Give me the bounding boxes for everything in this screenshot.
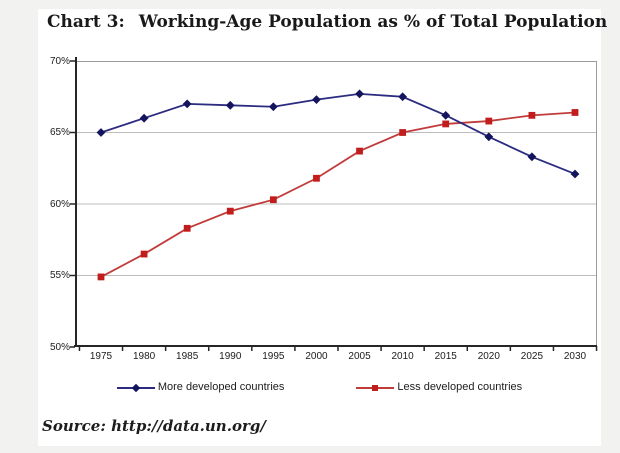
data-point-square bbox=[269, 196, 277, 204]
data-point-square bbox=[442, 120, 450, 128]
legend-marker-square-icon bbox=[356, 383, 395, 392]
series-line-1 bbox=[100, 111, 576, 278]
x-axis-label: 2020 bbox=[477, 351, 500, 362]
chart-title-text: Working-Age Population as % of Total Pop… bbox=[138, 12, 608, 32]
data-point-square bbox=[399, 129, 407, 136]
x-axis-label: 2025 bbox=[520, 351, 544, 362]
y-axis-label: 60% bbox=[49, 198, 70, 210]
data-point-diamond bbox=[355, 89, 364, 99]
data-point-square bbox=[485, 117, 493, 125]
data-point-square bbox=[528, 111, 536, 119]
y-axis-label: 55% bbox=[49, 270, 70, 281]
x-axis-label: 2005 bbox=[348, 351, 371, 362]
data-point-diamond bbox=[484, 132, 494, 142]
x-axis-label: 1980 bbox=[132, 351, 156, 362]
chart-card: Chart 3: Working-Age Population as % of T… bbox=[38, 9, 607, 446]
x-axis-label: 1985 bbox=[176, 351, 199, 362]
legend-label-less-developed: Less developed countries bbox=[397, 381, 523, 393]
x-axis-label: 2010 bbox=[391, 351, 414, 362]
plot-area bbox=[70, 57, 598, 351]
chart-legend: More developed countries Less developed … bbox=[38, 381, 601, 393]
data-point-diamond bbox=[570, 169, 580, 179]
y-axis-label: 70% bbox=[49, 55, 70, 67]
legend-item-more-developed: More developed countries bbox=[116, 381, 285, 393]
data-point-diamond bbox=[182, 99, 192, 109]
data-point-diamond bbox=[96, 128, 106, 137]
x-axis-label: 2015 bbox=[434, 351, 457, 362]
data-point-diamond bbox=[312, 95, 321, 105]
chart-title-prefix: Chart 3: bbox=[47, 12, 125, 32]
legend-label-more-developed: More developed countries bbox=[157, 381, 285, 393]
data-point-square bbox=[226, 207, 234, 215]
data-point-diamond bbox=[527, 152, 537, 162]
y-axis-label: 50% bbox=[49, 341, 70, 353]
data-point-square bbox=[97, 273, 105, 281]
data-point-square bbox=[356, 147, 363, 155]
data-point-diamond bbox=[225, 100, 235, 110]
data-point-diamond bbox=[268, 102, 278, 112]
data-point-square bbox=[571, 109, 579, 116]
data-point-diamond bbox=[139, 113, 149, 123]
x-axis-label: 1990 bbox=[219, 351, 242, 362]
y-axis-label: 65% bbox=[49, 127, 70, 138]
series-line-0 bbox=[100, 92, 576, 175]
data-point-square bbox=[313, 174, 320, 182]
line-chart bbox=[70, 57, 598, 351]
data-point-square bbox=[183, 224, 191, 232]
legend-marker-diamond-icon bbox=[116, 383, 155, 392]
chart-title: Chart 3: Working-Age Population as % of T… bbox=[47, 12, 607, 32]
legend-item-less-developed: Less developed countries bbox=[356, 381, 522, 393]
data-point-diamond bbox=[441, 110, 451, 120]
data-point-diamond bbox=[398, 92, 408, 102]
x-axis-label: 2000 bbox=[305, 351, 328, 362]
x-axis-label: 1975 bbox=[89, 351, 113, 362]
x-axis-label: 1995 bbox=[262, 351, 285, 362]
source-note: Source: http://data.un.org/ bbox=[42, 417, 266, 435]
x-axis-label: 2030 bbox=[563, 351, 587, 362]
data-point-square bbox=[140, 250, 148, 258]
